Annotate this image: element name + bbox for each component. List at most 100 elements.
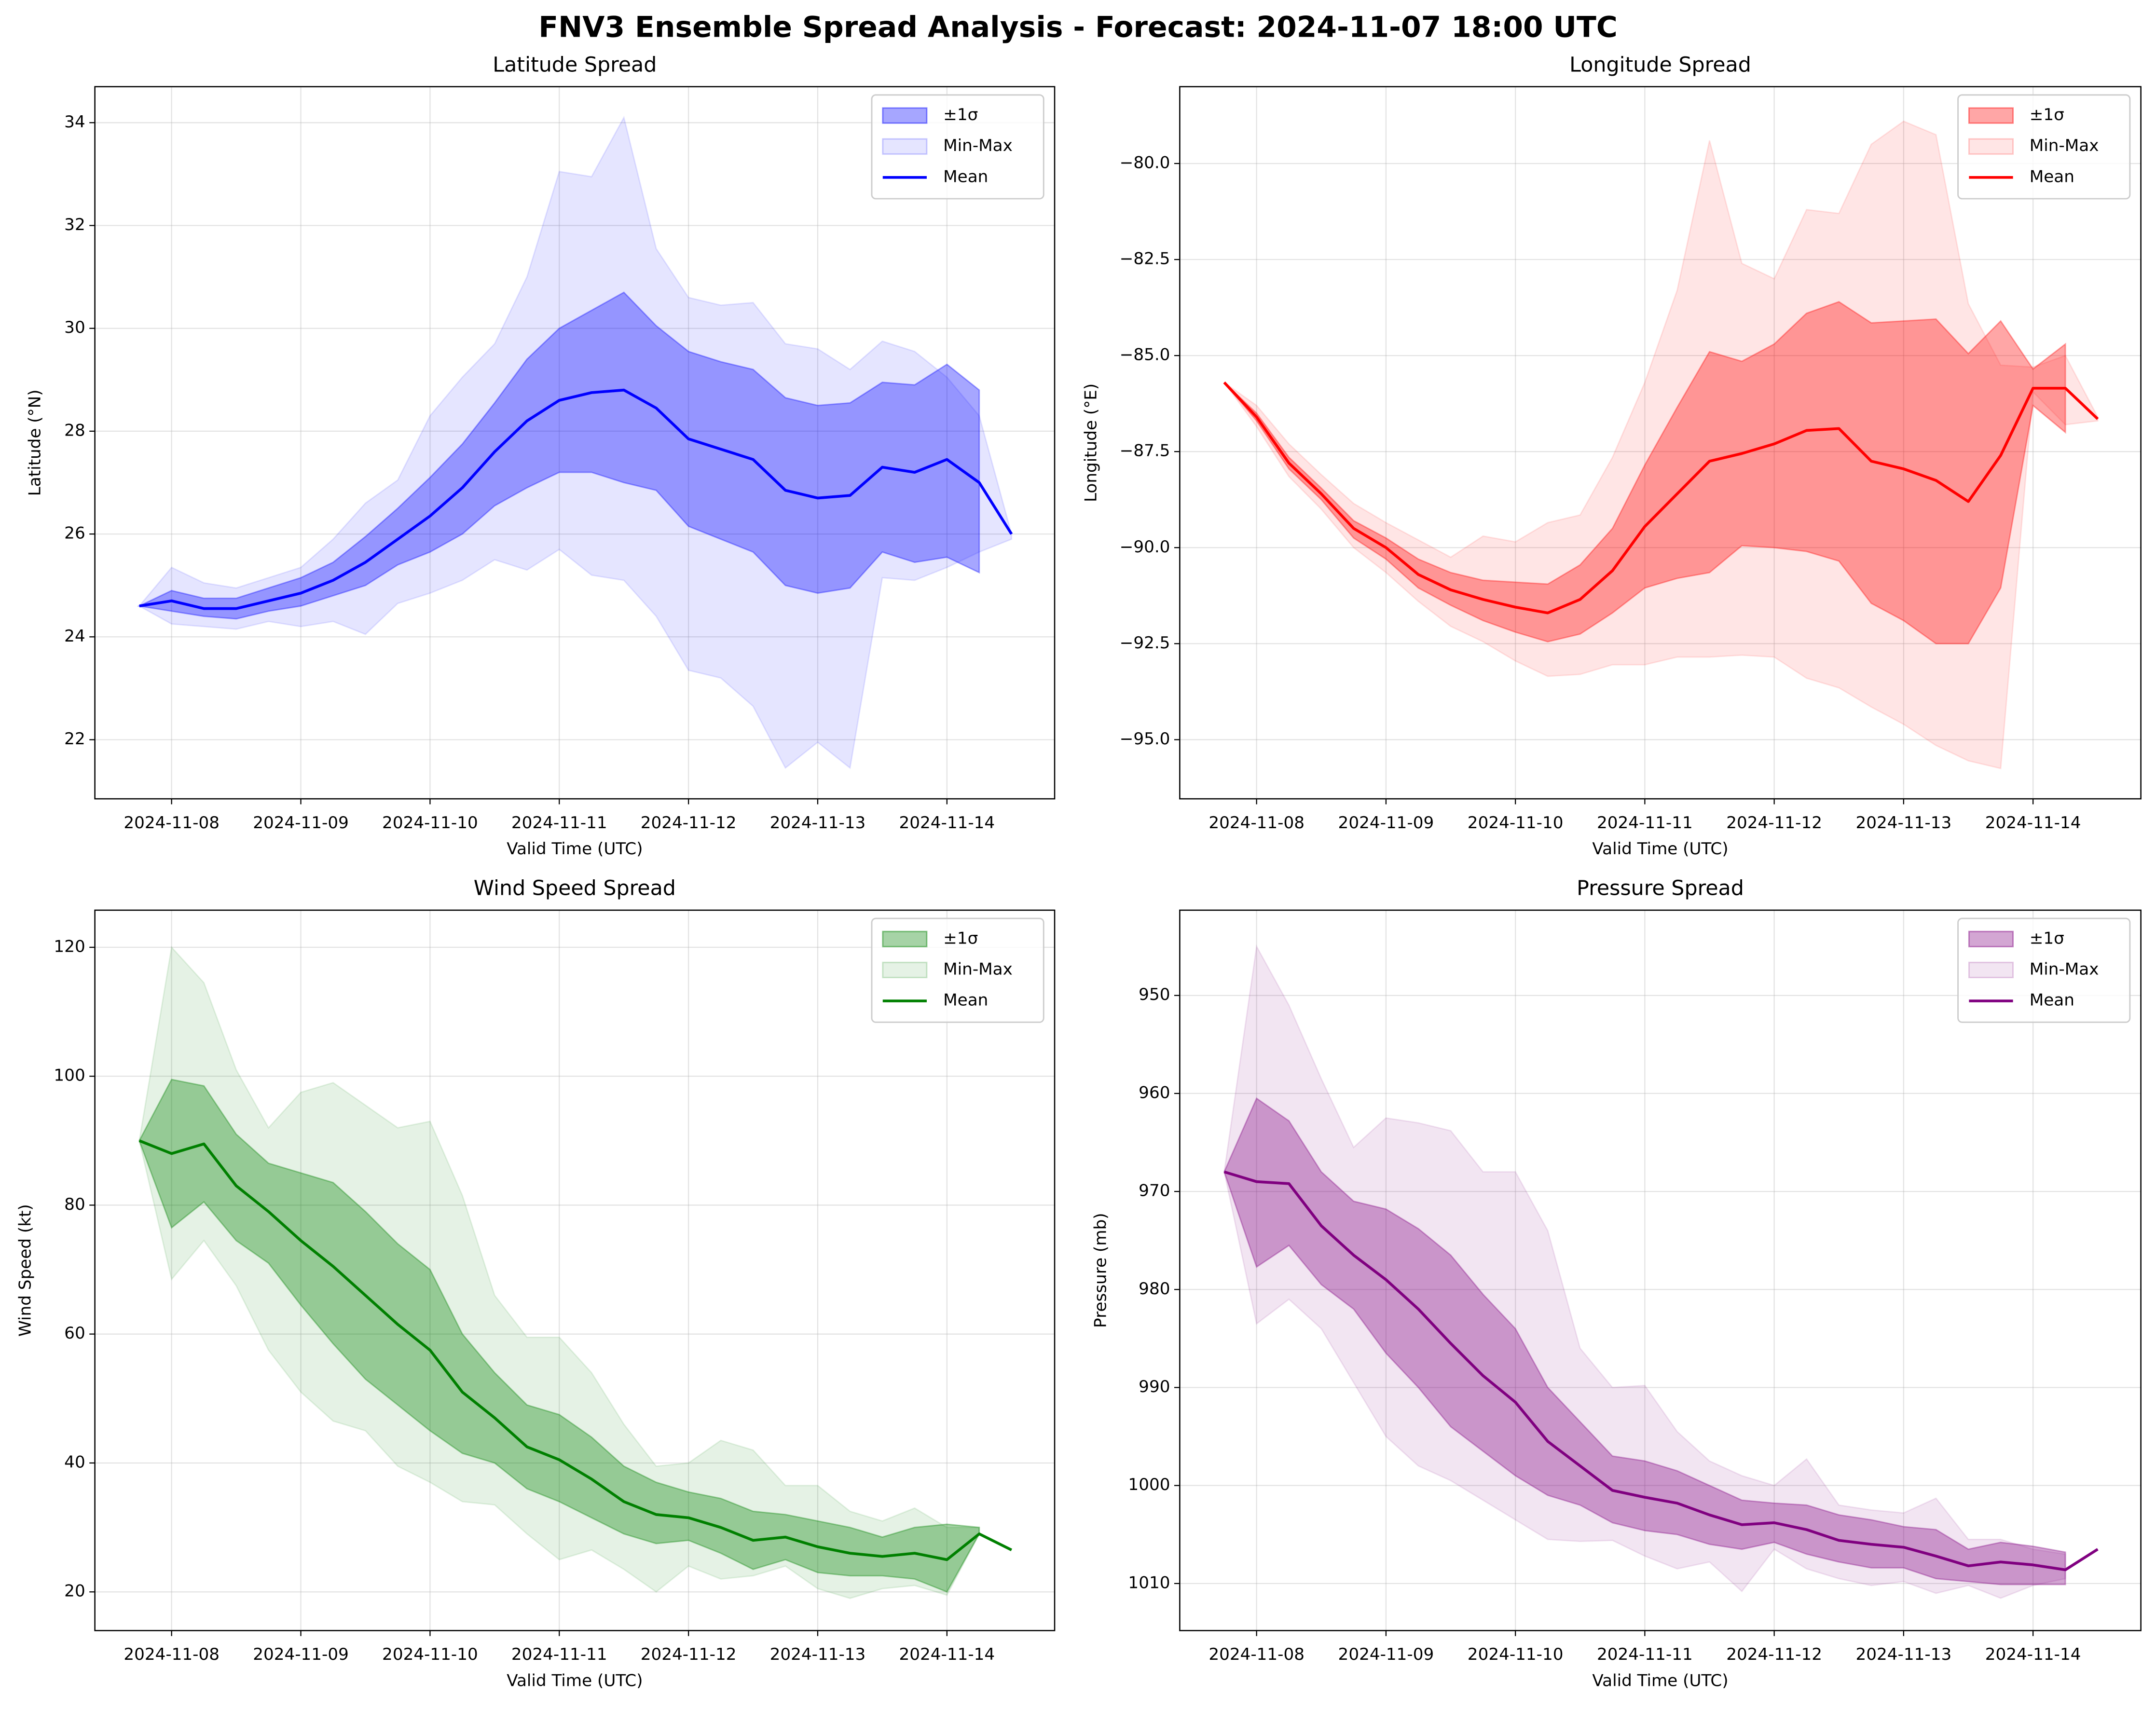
x-tick-label: 2024-11-10	[382, 813, 478, 833]
x-tick-label: 2024-11-14	[899, 813, 995, 833]
legend: ±1σ Min-Max Mean	[871, 94, 1044, 200]
legend-label: ±1σ	[943, 105, 978, 124]
y-tick-label: 980	[1139, 1279, 1170, 1299]
x-tick-label: 2024-11-12	[641, 1645, 737, 1664]
legend-label: Min-Max	[943, 959, 1013, 979]
spread-band	[138, 115, 1013, 769]
figure-title: FNV3 Ensemble Spread Analysis - Forecast…	[538, 11, 1618, 44]
y-tick-label: 22	[64, 729, 85, 749]
x-tick-label: 2024-11-11	[1597, 1645, 1693, 1664]
legend: ±1σ Min-Max Mean	[871, 917, 1044, 1023]
axes-frame	[94, 86, 1056, 800]
x-tick-label: 2024-11-09	[253, 813, 349, 833]
axes-frame	[1179, 86, 2142, 800]
x-tick-label: 2024-11-10	[1468, 813, 1564, 833]
spread-band	[138, 1079, 980, 1593]
legend-label: Min-Max	[2030, 959, 2099, 979]
legend-patch	[882, 138, 928, 155]
legend-label: Mean	[2030, 167, 2074, 186]
legend-label: Min-Max	[943, 136, 1013, 155]
y-tick-label: 1010	[1128, 1573, 1170, 1592]
panel: Longitude Spread 2024-11-08 2024-11-09 2024…	[1082, 53, 2142, 859]
y-tick-label: −87.5	[1120, 441, 1170, 461]
spread-band	[1223, 944, 2066, 1599]
y-tick-label: 990	[1139, 1377, 1170, 1396]
legend: ±1σ Min-Max Mean	[1957, 94, 2131, 200]
x-tick-label: 2024-11-12	[641, 813, 737, 833]
legend: ±1σ Min-Max Mean	[1957, 917, 2131, 1023]
y-tick-label: −92.5	[1120, 633, 1170, 653]
y-axis-label: Longitude (°E)	[1082, 383, 1101, 502]
x-axis-label: Valid Time (UTC)	[1592, 1671, 1728, 1690]
x-tick-label: 2024-11-10	[1468, 1645, 1564, 1664]
legend-patch	[1968, 961, 2014, 979]
y-tick-label: 26	[64, 524, 85, 543]
x-tick-label: 2024-11-13	[1856, 1645, 1952, 1664]
x-tick-label: 2024-11-08	[124, 813, 220, 833]
x-tick-label: 2024-11-09	[1338, 1645, 1434, 1664]
panel: Pressure Spread 2024-11-08 2024-11-09 2024-…	[1091, 876, 2142, 1690]
y-tick-label: 120	[54, 937, 85, 956]
y-tick-label: −80.0	[1120, 153, 1170, 172]
y-tick-label: 960	[1139, 1083, 1170, 1102]
legend-patch	[882, 930, 928, 947]
y-tick-label: 1000	[1128, 1475, 1170, 1494]
x-axis-label: Valid Time (UTC)	[507, 839, 643, 859]
y-tick-label: 970	[1139, 1181, 1170, 1201]
x-tick-label: 2024-11-10	[382, 1645, 478, 1664]
x-tick-label: 2024-11-13	[770, 1645, 866, 1664]
mean-line	[139, 388, 1013, 610]
y-tick-label: 30	[64, 318, 85, 337]
x-tick-label: 2024-11-09	[253, 1645, 349, 1664]
x-tick-label: 2024-11-08	[1208, 813, 1305, 833]
mean-line	[1223, 381, 2099, 615]
legend-label: ±1σ	[2030, 929, 2064, 948]
x-tick-label: 2024-11-12	[1726, 813, 1822, 833]
y-tick-label: 34	[64, 112, 85, 132]
x-tick-label: 2024-11-13	[770, 813, 866, 833]
legend-patch	[1968, 138, 2014, 155]
y-axis-label: Latitude (°N)	[26, 389, 45, 496]
x-tick-label: 2024-11-08	[124, 1645, 220, 1664]
legend-patch	[882, 107, 928, 124]
legend-label: Mean	[2030, 991, 2074, 1010]
legend-label: ±1σ	[943, 929, 978, 948]
panel-title: Latitude Spread	[493, 53, 657, 77]
legend-box	[871, 917, 1044, 1023]
y-tick-label: −95.0	[1120, 729, 1170, 749]
x-tick-label: 2024-11-09	[1338, 813, 1434, 833]
spread-band	[138, 945, 980, 1600]
mean-line	[1223, 1170, 2099, 1572]
x-tick-label: 2024-11-11	[1597, 813, 1693, 833]
legend-label: Mean	[943, 167, 988, 186]
legend-box	[1957, 94, 2131, 200]
x-tick-label: 2024-11-11	[511, 1645, 607, 1664]
x-axis-label: Valid Time (UTC)	[1592, 839, 1728, 859]
y-tick-label: 20	[64, 1582, 85, 1601]
panel-title: Pressure Spread	[1577, 876, 1744, 901]
y-axis-label: Pressure (mb)	[1091, 1213, 1110, 1328]
legend-label: ±1σ	[2030, 105, 2064, 124]
axes-frame	[1179, 909, 2142, 1631]
y-axis-label: Wind Speed (kt)	[16, 1204, 35, 1337]
legend-patch	[882, 961, 928, 979]
x-tick-label: 2024-11-14	[1985, 1645, 2081, 1664]
legend-patch	[1968, 107, 2014, 124]
legend-box	[1957, 917, 2131, 1023]
y-tick-label: −82.5	[1120, 249, 1170, 269]
x-tick-label: 2024-11-12	[1726, 1645, 1822, 1664]
legend-patch	[1968, 930, 2014, 947]
y-tick-label: 32	[64, 215, 85, 234]
panel-title: Wind Speed Spread	[474, 876, 676, 901]
panel-title: Longitude Spread	[1569, 53, 1751, 77]
panel: Latitude Spread 2024-11-08 2024-11-09 2024-…	[26, 53, 1056, 859]
x-tick-label: 2024-11-14	[1985, 813, 2081, 833]
legend-label: Mean	[943, 991, 988, 1010]
x-tick-label: 2024-11-11	[511, 813, 607, 833]
x-axis-label: Valid Time (UTC)	[507, 1671, 643, 1690]
y-tick-label: 80	[64, 1195, 85, 1214]
y-tick-label: −90.0	[1120, 537, 1170, 557]
x-tick-label: 2024-11-08	[1208, 1645, 1305, 1664]
